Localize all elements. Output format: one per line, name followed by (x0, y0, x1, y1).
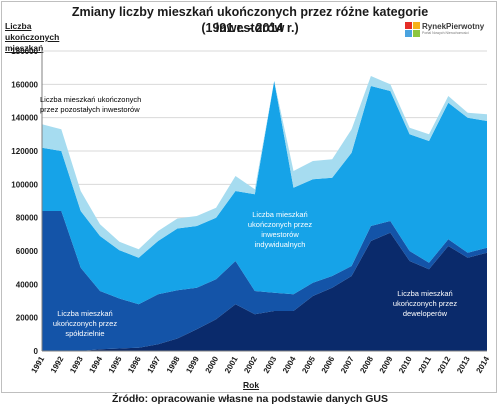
x-tick-label: 1999 (184, 354, 201, 374)
series-label-indywidualni: Liczba mieszkań ukończonych przez inwest… (247, 210, 313, 249)
x-tick-label: 2012 (436, 354, 453, 374)
y-tick-label: 0 (34, 347, 39, 356)
y-tick-label: 80000 (16, 214, 39, 223)
x-axis-title: Rok (243, 380, 260, 390)
y-tick-label: 140000 (11, 114, 38, 123)
x-tick-label: 2013 (455, 354, 472, 374)
x-tick-label: 1995 (107, 354, 124, 374)
chart-title: Zmiany liczby mieszkań ukończonych przez… (71, 5, 429, 35)
x-tick-label: 1996 (126, 354, 143, 374)
y-tick-label: 60000 (16, 247, 39, 256)
x-tick-label: 1993 (68, 354, 85, 374)
rynekpierwotny-logo: RynekPierwotny Portal Nowych Nieruchomoś… (405, 22, 485, 38)
y-axis-title: Liczba ukończonych mieszkań (5, 21, 60, 53)
y-tick-label: 180000 (11, 47, 38, 56)
x-tick-label: 2003 (262, 354, 279, 374)
y-tick-label: 20000 (16, 314, 39, 323)
x-tick-label: 2001 (223, 354, 240, 374)
x-tick-label: 1992 (49, 354, 66, 374)
x-tick-label: 1994 (87, 354, 104, 374)
x-tick-label: 2011 (417, 354, 434, 374)
x-tick-label: 2002 (242, 354, 259, 374)
y-tick-label: 160000 (11, 80, 38, 89)
logo-mark-icon (405, 22, 420, 37)
area-series-0 (42, 232, 487, 351)
y-tick-label: 100000 (11, 180, 38, 189)
logo-name: RynekPierwotny (422, 22, 485, 31)
series-label-deweloperzy: Liczba mieszkań ukończonych przez dewelo… (392, 289, 458, 318)
x-tick-label: 2007 (339, 354, 356, 374)
y-tick-label: 120000 (11, 147, 38, 156)
area-series-1 (42, 211, 487, 351)
x-tick-label: 1991 (29, 354, 46, 374)
x-tick-label: 2009 (378, 354, 395, 374)
logo-tagline: Portal Nowych Nieruchomości (422, 31, 469, 35)
x-tick-label: 2004 (281, 354, 298, 374)
x-tick-label: 1998 (165, 354, 182, 374)
x-tick-label: 2000 (204, 354, 221, 374)
x-tick-label: 1997 (146, 354, 163, 374)
x-tick-label: 2006 (320, 354, 337, 374)
x-tick-label: 2008 (358, 354, 375, 374)
x-tick-label: 2010 (397, 354, 414, 374)
series-label-pozostali: Liczba mieszkań ukończonych przez pozost… (40, 95, 142, 114)
x-tick-label: 2014 (474, 354, 491, 374)
y-tick-label: 40000 (16, 280, 39, 289)
chart-subtitle: (1991 r. - 2014 r.) (201, 21, 299, 35)
series-label-spoldzielnie: Liczba mieszkań ukończonych przez spółdz… (52, 309, 118, 338)
source-note: Źródło: opracowanie własne na podstawie … (112, 393, 388, 405)
area-series-2 (42, 81, 487, 305)
x-tick-label: 2005 (300, 354, 317, 374)
